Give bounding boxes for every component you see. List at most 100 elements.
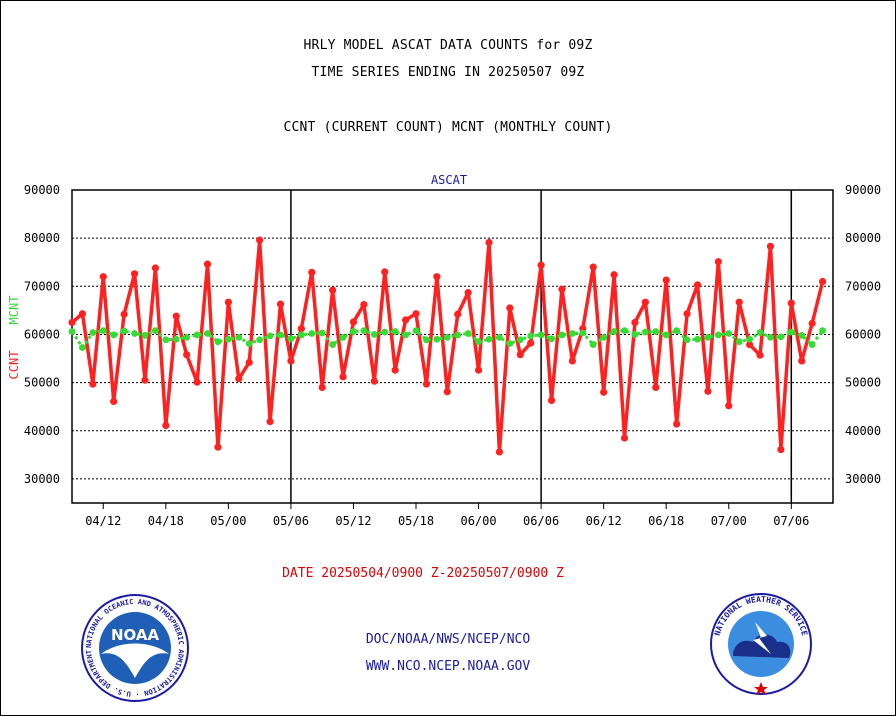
ccnt-point [818, 277, 827, 286]
ccnt-point [547, 396, 556, 405]
mcnt-point [297, 331, 305, 339]
y-tick-label-left: 80000 [24, 231, 60, 245]
ccnt-point [308, 268, 316, 276]
x-tick-label: 06/18 [648, 514, 684, 528]
ccnt-point [631, 318, 639, 327]
mcnt-point [224, 335, 232, 343]
mcnt-point [652, 328, 660, 335]
mcnt-point [277, 331, 284, 339]
series-description: CCNT (CURRENT COUNT) MCNT (MONTHLY COUNT… [283, 120, 613, 135]
ccnt-point [620, 434, 629, 442]
ccnt-point [235, 375, 243, 383]
y-tick-label-left: 70000 [24, 279, 60, 293]
x-tick-label: 05/18 [398, 514, 434, 528]
mcnt-point [694, 335, 701, 343]
mcnt-point [256, 336, 264, 344]
ccnt-point [464, 288, 472, 297]
series-layer [68, 236, 827, 456]
x-tick-label: 07/00 [711, 514, 747, 528]
mcnt-point [673, 327, 681, 335]
ccnt-point [673, 420, 681, 428]
website-link[interactable]: WWW.NCO.NCEP.NOAA.GOV [365, 659, 531, 674]
mcnt-point [464, 330, 472, 337]
ccnt-point [537, 261, 545, 269]
subtitle: TIME SERIES ENDING IN 20250507 09Z [311, 65, 585, 80]
ccnt-point [422, 380, 431, 388]
mcnt-point [631, 331, 639, 338]
mcnt-point [412, 327, 420, 335]
ccnt-point [360, 301, 368, 309]
ccnt-point [214, 443, 222, 451]
series-mcnt [68, 327, 826, 351]
ccnt-point [704, 387, 712, 395]
mcnt-point [266, 332, 274, 340]
x-tick-label: 06/12 [586, 514, 622, 528]
ccnt-point [735, 298, 743, 306]
mcnt-point [183, 333, 191, 341]
mcnt-point [193, 331, 201, 339]
date-range-label: DATE 20250504/0900 Z-20250507/0900 Z [282, 566, 564, 581]
mcnt-point [151, 327, 159, 335]
ccnt-point [287, 357, 295, 365]
agency-path: DOC/NOAA/NWS/NCEP/NCO [365, 632, 531, 647]
ccnt-point [203, 260, 212, 268]
ccnt-point [151, 264, 159, 272]
ccnt-point [318, 383, 326, 392]
ccnt-line [70, 238, 825, 454]
y-tick-label-right: 50000 [845, 376, 881, 390]
ccnt-point [329, 286, 337, 294]
main-title: HRLY MODEL ASCAT DATA COUNTS for 09Z [303, 38, 593, 53]
x-tick-label: 05/00 [210, 514, 246, 528]
ccnt-point [798, 357, 806, 365]
mcnt-point [746, 335, 754, 343]
day-separators [290, 190, 793, 503]
mcnt-point [381, 328, 389, 336]
ccnt-point [89, 380, 97, 388]
ccnt-point [183, 351, 191, 359]
mcnt-point [68, 328, 76, 335]
ccnt-point [172, 312, 180, 320]
noaa-logo: NATIONAL OCEANIC AND ATMOSPHERIC ADMINIS… [79, 592, 189, 702]
mcnt-point [172, 335, 180, 343]
y-tick-label-left: 60000 [24, 327, 60, 341]
mcnt-point [120, 327, 128, 335]
y-tick-label-left: 90000 [24, 183, 60, 197]
ccnt-point [506, 304, 514, 312]
mcnt-point [443, 333, 451, 341]
mcnt-point [402, 331, 409, 339]
ccnt-point [662, 276, 670, 284]
ccnt-point [516, 351, 524, 359]
ccnt-point [276, 300, 285, 308]
mcnt-point [391, 328, 399, 335]
ccnt-point [766, 242, 775, 250]
ccnt-point [370, 377, 378, 385]
ccnt-point [714, 258, 722, 266]
mcnt-point [318, 329, 326, 337]
mcnt-point [214, 338, 222, 346]
mcnt-point [808, 341, 816, 348]
mcnt-point [370, 331, 378, 338]
ccnt-point [746, 340, 754, 349]
mcnt-point [433, 335, 441, 343]
mcnt-point [767, 333, 774, 341]
ccnt-point [641, 298, 649, 306]
mcnt-point [89, 329, 97, 336]
mcnt-point [683, 336, 691, 344]
mcnt-point [496, 333, 503, 341]
mcnt-point [79, 344, 86, 351]
x-tick-label: 04/18 [148, 514, 184, 528]
chart-title: ASCAT [431, 173, 467, 187]
y-tick-label-left: 30000 [24, 472, 60, 486]
x-tick-label: 04/12 [85, 514, 121, 528]
x-tick-label: 05/12 [335, 514, 371, 528]
y-tick-label-right: 30000 [845, 472, 881, 486]
x-tick-label: 07/06 [773, 514, 809, 528]
ccnt-point [68, 318, 76, 327]
ccnt-point [600, 388, 608, 396]
ccnt-point [683, 310, 691, 318]
series-ccnt [68, 236, 827, 456]
mcnt-point [787, 328, 795, 336]
x-tick-label: 05/06 [273, 514, 309, 528]
y-tick-label-right: 70000 [845, 279, 881, 293]
mcnt-point [714, 331, 722, 339]
